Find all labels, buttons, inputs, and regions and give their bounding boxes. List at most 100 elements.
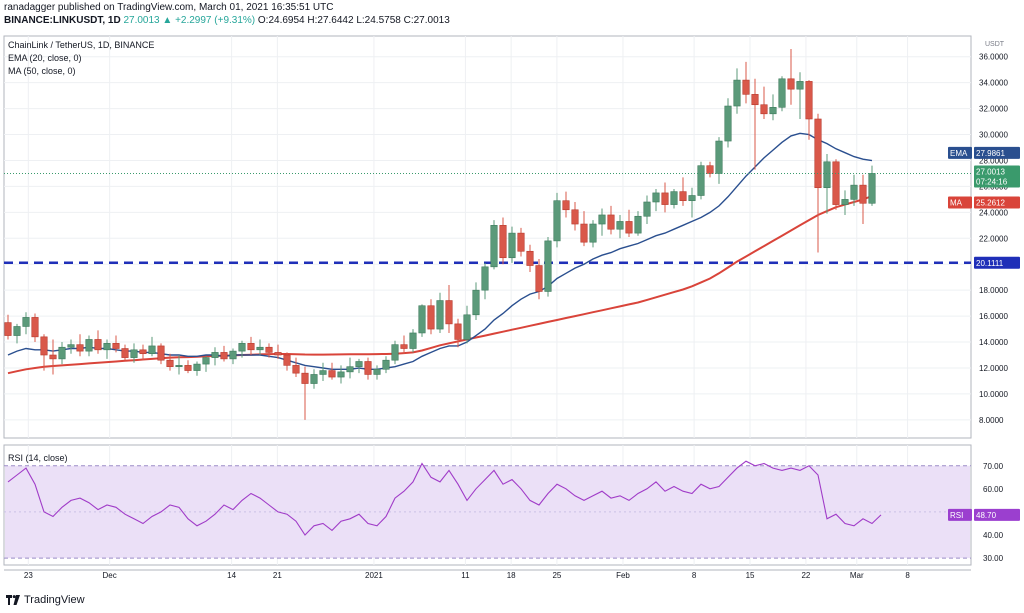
candle: [247, 343, 255, 351]
candle: [445, 300, 453, 325]
x-tick-label: Dec: [103, 571, 117, 580]
candle: [292, 365, 300, 374]
ma50-line: [7, 195, 873, 375]
x-tick-label: 18: [507, 571, 516, 580]
candle: [58, 346, 66, 360]
candle: [670, 191, 678, 205]
candle: [697, 165, 705, 196]
y-tick-label: 22.0000: [979, 234, 1008, 243]
y-axis-unit: USDT: [985, 41, 1005, 48]
candle: [85, 339, 93, 352]
price-countdown: 07:24:16: [976, 177, 1008, 186]
candle: [112, 343, 120, 349]
candle: [418, 305, 426, 334]
candle: [211, 352, 219, 358]
ema-legend: EMA (20, close, 0): [8, 53, 82, 63]
candle: [706, 165, 714, 174]
candle: [805, 81, 813, 120]
price-tag-value: 25.2612: [976, 198, 1005, 207]
candle: [364, 361, 372, 375]
candle: [742, 79, 750, 95]
tradingview-icon: [6, 595, 20, 605]
close-value: C:27.0013: [403, 15, 450, 26]
rsi-tick-label: 60.00: [983, 485, 1004, 494]
candle: [760, 104, 768, 115]
candle: [175, 365, 183, 367]
candle: [148, 345, 156, 355]
candle: [310, 374, 318, 384]
candle: [427, 305, 435, 330]
candle: [238, 343, 246, 352]
x-tick-label: 21: [273, 571, 282, 580]
candle: [625, 221, 633, 234]
candle: [166, 359, 174, 367]
tradingview-brand: TradingView: [24, 594, 85, 606]
candle: [661, 192, 669, 205]
y-tick-label: 18.0000: [979, 286, 1008, 295]
candle: [832, 161, 840, 205]
candle: [355, 361, 363, 367]
x-tick-label: 11: [461, 571, 470, 580]
low-value: L:24.5758: [356, 15, 401, 26]
candle: [400, 344, 408, 349]
candle: [850, 184, 858, 200]
y-tick-label: 30.0000: [979, 131, 1008, 140]
candle: [814, 118, 822, 189]
x-tick-label: 14: [227, 571, 236, 580]
open-value: O:24.6954: [257, 15, 305, 26]
candle: [31, 317, 39, 338]
candle: [382, 359, 390, 370]
price-tag-value: 27.9861: [976, 149, 1005, 158]
candle: [103, 343, 111, 351]
candle: [274, 352, 282, 356]
candle: [22, 317, 30, 327]
chart-title: ChainLink / TetherUS, 1D, BINANCE: [8, 40, 155, 50]
symbol-ohlc-line: BINANCE:LINKUSDT, 1D 27.0013 ▲ +2.2997 (…: [4, 15, 450, 26]
y-tick-label: 34.0000: [979, 79, 1008, 88]
candle: [157, 345, 165, 361]
y-tick-label: 32.0000: [979, 105, 1008, 114]
price-tag-box: [974, 256, 1020, 269]
price-tag-name: EMA: [950, 149, 968, 158]
candle: [76, 344, 84, 352]
price-tag-value: 27.0013: [976, 167, 1005, 176]
candle: [202, 357, 210, 365]
y-tick-label: 8.0000: [979, 416, 1004, 425]
x-tick-label: 15: [746, 571, 755, 580]
candle: [769, 107, 777, 115]
candle: [139, 349, 147, 355]
candle: [94, 339, 102, 351]
candle: [634, 215, 642, 234]
candle: [598, 214, 606, 225]
candle: [643, 201, 651, 217]
candle: [499, 225, 507, 259]
price-tag-name: RSI: [950, 511, 963, 520]
price-tag-box: [974, 508, 1020, 521]
candle: [13, 326, 21, 336]
candle: [40, 336, 48, 356]
candle: [256, 346, 264, 351]
price-tag-name-box: [948, 196, 972, 209]
price-change: ▲ +2.2997 (+9.31%): [162, 15, 256, 26]
rsi-line: [7, 460, 882, 536]
candle: [4, 322, 12, 336]
candle: [490, 225, 498, 268]
x-tick-label: Mar: [850, 571, 864, 580]
rsi-tick-label: 70.00: [983, 462, 1004, 471]
candle: [724, 105, 732, 142]
candle: [841, 199, 849, 205]
candle: [868, 173, 876, 204]
y-tick-label: 12.0000: [979, 364, 1008, 373]
price-tag-box: [974, 165, 1020, 188]
candle: [562, 200, 570, 211]
candle: [715, 140, 723, 174]
candle: [778, 78, 786, 108]
candle: [373, 368, 381, 375]
candle: [472, 289, 480, 316]
candle: [607, 214, 615, 230]
x-tick-label: 23: [24, 571, 33, 580]
candle: [409, 332, 417, 349]
price-tag-value: 20.1111: [976, 259, 1004, 268]
